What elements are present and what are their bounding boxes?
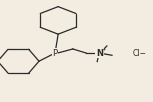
Text: P: P [52,49,58,58]
Text: Cl−: Cl− [132,49,146,58]
Text: +: + [102,47,106,53]
Text: N: N [96,49,103,58]
